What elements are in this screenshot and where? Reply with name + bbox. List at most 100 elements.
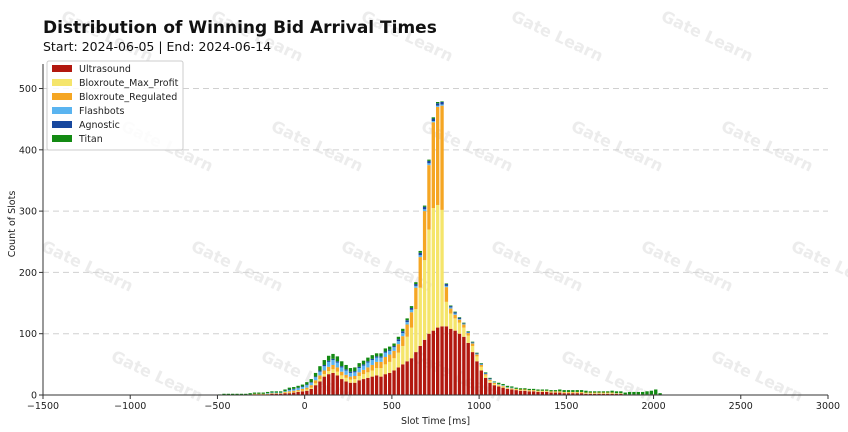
bar-segment <box>422 206 427 210</box>
bar-segment <box>431 118 435 121</box>
bar-segment <box>279 393 283 395</box>
bar-segment <box>409 327 414 359</box>
bar-segment <box>449 328 453 395</box>
bar-segment <box>353 379 357 383</box>
bar-segment <box>527 390 531 392</box>
bar-segment <box>457 322 462 334</box>
bar-segment <box>331 353 335 359</box>
bar-segment <box>396 336 401 340</box>
bar-segment <box>287 390 292 392</box>
bar-segment <box>488 379 492 381</box>
bar-segment <box>348 372 353 377</box>
bar-segment <box>318 371 322 376</box>
legend-label: Titan <box>78 134 103 145</box>
bar-segment <box>392 370 396 395</box>
bar-segment <box>527 388 531 391</box>
watermark-text: Gate Learn <box>38 236 136 295</box>
bar-segment <box>318 379 322 382</box>
bar-segment <box>366 367 370 373</box>
bar-segment <box>545 390 549 392</box>
bar-segment <box>348 368 353 372</box>
bar-segment <box>553 391 558 393</box>
x-tick-label: 2500 <box>729 401 753 412</box>
bar-segment <box>274 391 278 393</box>
bar-segment <box>287 391 292 393</box>
bar-segment <box>357 366 361 369</box>
x-tick-label: −1500 <box>27 401 59 412</box>
bar-segment <box>523 390 527 395</box>
bar-segment <box>483 375 488 378</box>
bar-segment <box>348 382 353 395</box>
bar-segment <box>292 389 296 391</box>
bar-segment <box>231 393 235 395</box>
bar-segment <box>479 363 483 364</box>
bar-segment <box>422 211 427 261</box>
bar-segment <box>318 375 322 380</box>
bar-segment <box>453 314 457 319</box>
bar-segment <box>379 376 383 395</box>
bar-segment <box>606 393 610 395</box>
bar-segment <box>571 392 575 394</box>
bar-segment <box>370 370 374 377</box>
bar-segment <box>440 102 444 105</box>
legend-swatch <box>52 121 72 128</box>
bar-segment <box>326 371 331 375</box>
bar-segment <box>401 364 405 395</box>
bar-segment <box>444 285 449 288</box>
bar-segment <box>414 282 418 285</box>
bar-segment <box>492 382 497 383</box>
bar-segment <box>427 160 431 164</box>
y-tick-label: 400 <box>19 145 37 156</box>
bar-segment <box>457 318 462 320</box>
bar-segment <box>392 350 396 359</box>
bar-segment <box>331 372 335 395</box>
watermark-text: Gate Learn <box>108 346 206 405</box>
bar-segment <box>518 390 523 391</box>
bar-segment <box>444 287 449 302</box>
bar-segment <box>305 387 309 390</box>
bar-segment <box>296 388 300 391</box>
bar-segment <box>374 356 379 358</box>
legend-swatch <box>52 107 72 114</box>
bar-segment <box>584 393 588 395</box>
bar-segment <box>414 287 418 310</box>
bar-segment <box>562 392 566 394</box>
x-tick-label: −1000 <box>114 401 146 412</box>
bar-segment <box>518 390 523 395</box>
bar-segment <box>479 366 483 371</box>
bar-segment <box>427 229 431 334</box>
bar-segment <box>483 377 488 395</box>
bar-segment <box>584 393 588 394</box>
bar-segment <box>396 341 401 345</box>
bar-segment <box>401 333 405 337</box>
bar-segment <box>645 391 649 395</box>
bar-segment <box>313 372 318 377</box>
bar-segment <box>470 342 475 344</box>
bar-segment <box>601 393 606 394</box>
bar-segment <box>287 393 292 395</box>
bar-segment <box>549 390 553 392</box>
bar-segment <box>553 390 558 392</box>
bar-segment <box>344 364 348 370</box>
bar-segment <box>658 393 662 395</box>
bar-segment <box>601 393 606 395</box>
bar-segment <box>318 366 322 371</box>
bar-segment <box>379 356 383 358</box>
bar-segment <box>466 331 470 332</box>
bar-segment <box>322 366 326 371</box>
bar-segment <box>457 319 462 323</box>
bar-segment <box>545 389 549 391</box>
bar-segment <box>527 390 531 391</box>
x-axis-ticks: −1500 −1000 −500 0 500 1000 1500 2000 2500 3000 <box>27 395 840 412</box>
bar-segment <box>244 393 248 395</box>
legend: Ultrasound Bloxroute_Max_Profit Bloxroute_… <box>46 60 184 151</box>
bar-segment <box>523 388 527 390</box>
bar-segment <box>427 159 431 161</box>
bar-segment <box>414 352 418 395</box>
bar-segment <box>422 209 427 212</box>
bar-segment <box>379 361 383 369</box>
bar-segment <box>340 379 344 395</box>
bar-segment <box>610 392 614 394</box>
bar-segment <box>531 388 536 391</box>
